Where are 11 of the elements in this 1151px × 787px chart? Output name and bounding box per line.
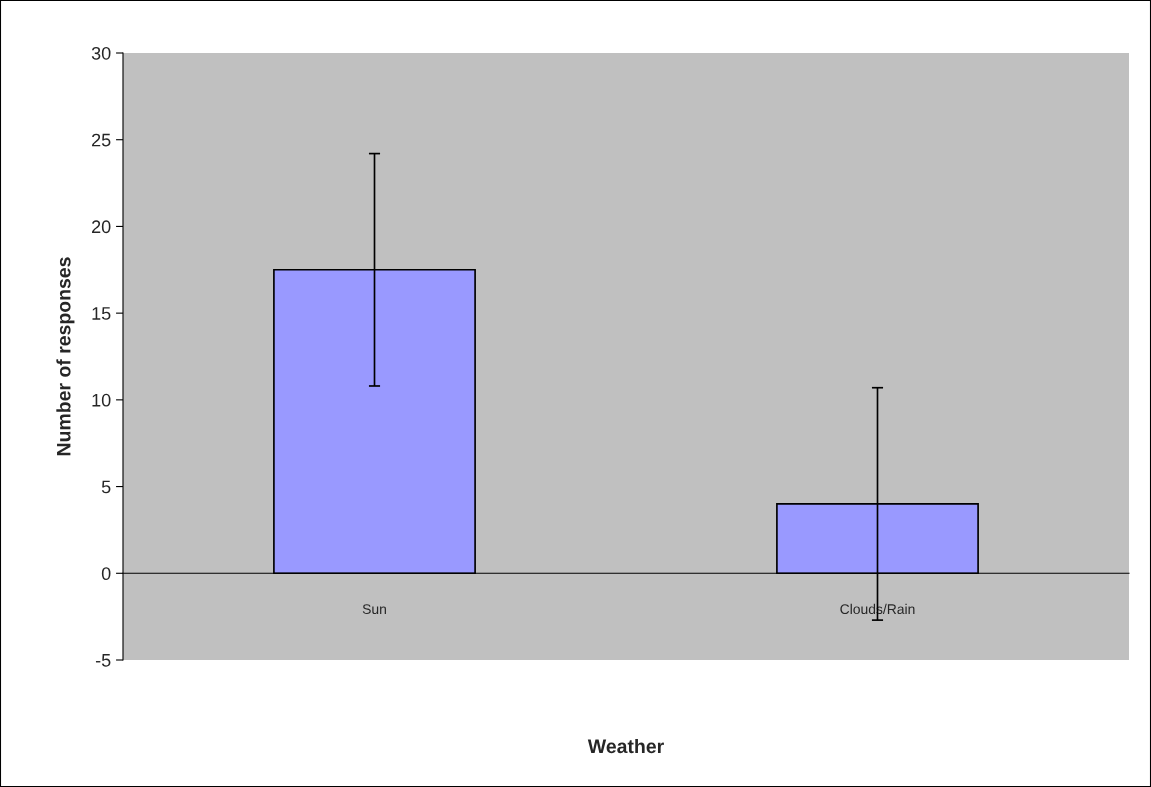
y-tick-label: 0 — [101, 567, 111, 581]
x-tick-label: Sun — [362, 604, 386, 615]
y-tick-label: 30 — [91, 46, 111, 60]
y-tick-label: 10 — [92, 393, 111, 407]
y-tick-label: 20 — [92, 220, 111, 234]
y-tick-label: 25 — [92, 133, 111, 147]
x-axis-title: Weather — [587, 738, 664, 754]
y-tick-label: -5 — [95, 654, 111, 667]
y-axis-title: Number of responses — [56, 257, 75, 456]
y-tick-label: 5 — [101, 480, 111, 494]
y-tick-label: 15 — [92, 307, 111, 320]
